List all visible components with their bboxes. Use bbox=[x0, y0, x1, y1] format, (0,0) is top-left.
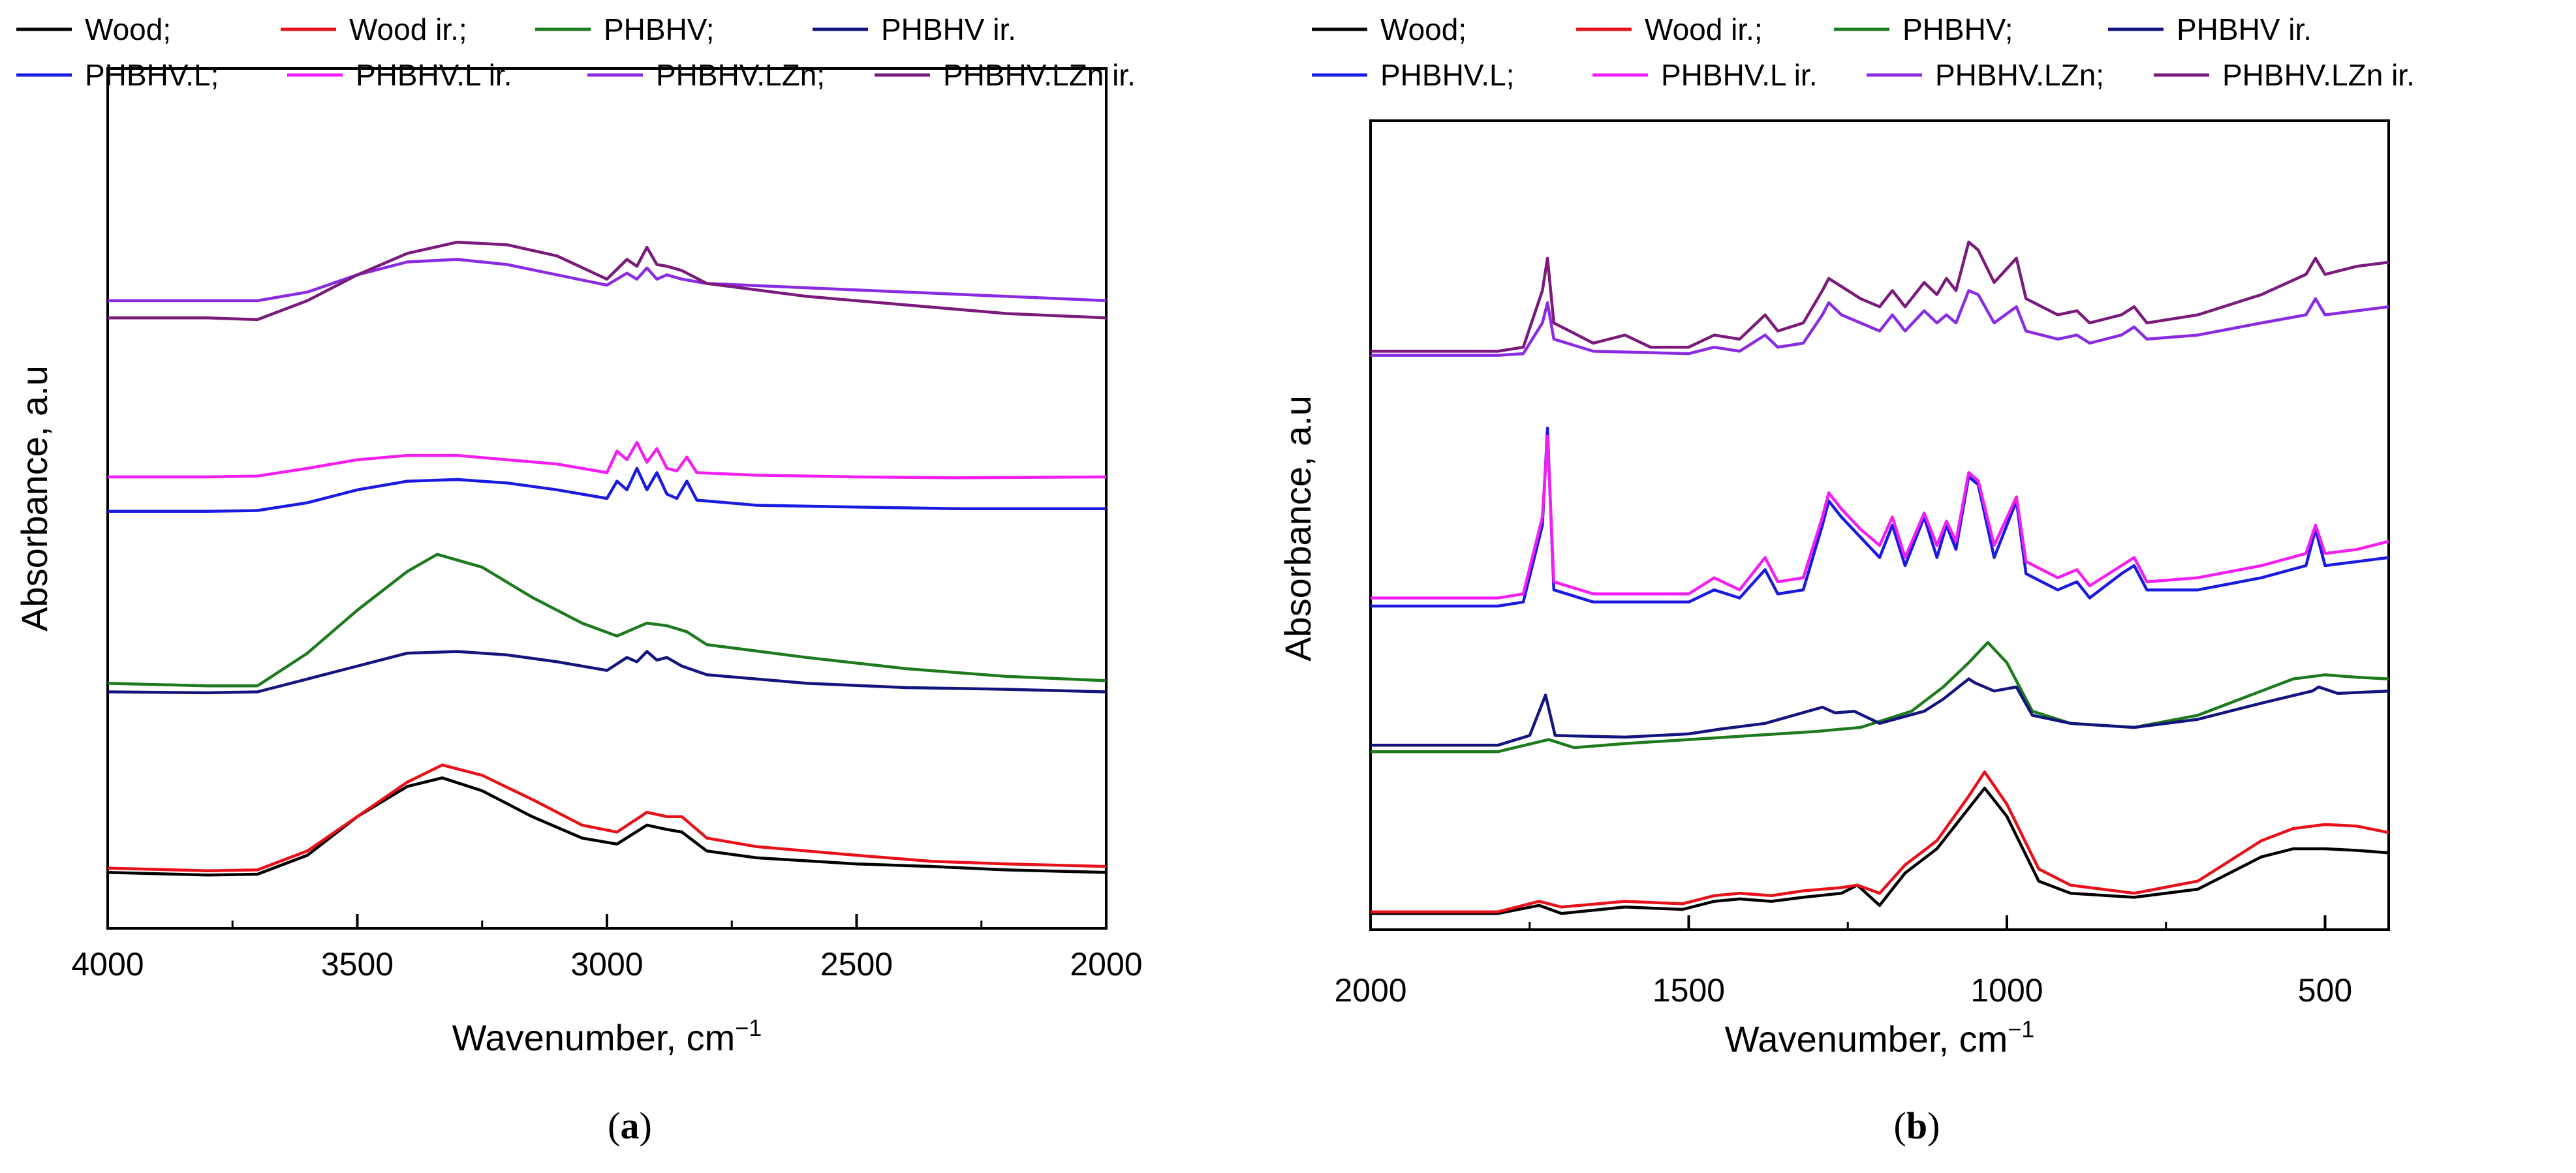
series-line-wood-ir-b bbox=[1371, 770, 2389, 913]
x-axis-unit-sup-b: −1 bbox=[2008, 1016, 2034, 1043]
series-line-phbhv-a bbox=[107, 553, 1107, 688]
series-line-phbhv-lzn-a bbox=[108, 258, 1107, 303]
legend-item-phbhv-lzn-ir-a: PHBHV.LZn ir. bbox=[875, 58, 1136, 92]
legend-item-phbhv-l-ir-b: PHBHV.L ir. bbox=[1592, 58, 1817, 92]
legend-label-phbhv-l-ir-a: PHBHV.L ir. bbox=[356, 58, 512, 92]
legend-label-phbhv-a: PHBHV; bbox=[604, 12, 715, 46]
legend-label-wood-a: Wood; bbox=[85, 12, 171, 46]
legend-label-wood-b: Wood; bbox=[1380, 12, 1466, 46]
legend-label-phbhv-lzn-ir-b: PHBHV.LZn ir. bbox=[2222, 58, 2415, 92]
series-line-phbhv-ir-b bbox=[1371, 677, 2389, 747]
x-tick-label-2500-a: 2500 bbox=[820, 946, 893, 983]
legend-label-phbhv-b: PHBHV; bbox=[1902, 12, 2013, 46]
legend-item-phbhv-b: PHBHV; bbox=[1834, 12, 2013, 46]
series-group-a bbox=[107, 240, 1107, 877]
series-line-phbhv-l-a bbox=[108, 466, 1106, 513]
x-tick-label-1500-b: 1500 bbox=[1653, 972, 1725, 1009]
x-axis-label-b: Wavenumber, cm−1 bbox=[1725, 1016, 2035, 1059]
series-line-phbhv-b bbox=[1371, 641, 2389, 754]
legend-item-wood-ir-a: Wood ir.; bbox=[281, 12, 467, 46]
y-axis-label-b: Absorbance, a.u bbox=[1277, 395, 1318, 662]
x-tick-label-500-b: 500 bbox=[2298, 972, 2352, 1009]
legend-label-phbhv-ir-b: PHBHV ir. bbox=[2177, 12, 2312, 46]
series-line-phbhv-ir-a bbox=[107, 650, 1107, 695]
x-tick-label-2000-a: 2000 bbox=[1070, 946, 1142, 983]
legend-label-phbhv-l-a: PHBHV.L; bbox=[85, 58, 219, 92]
series-line-phbhv-l-ir-b bbox=[1371, 434, 2389, 600]
legend-item-phbhv-lzn-b: PHBHV.LZn; bbox=[1867, 58, 2104, 92]
series-line-phbhv-lzn-ir-b bbox=[1371, 240, 2389, 353]
legend-label-phbhv-l-b: PHBHV.L; bbox=[1380, 58, 1514, 92]
x-tick-label-1000-b: 1000 bbox=[1970, 972, 2043, 1009]
legend-item-phbhv-a: PHBHV; bbox=[535, 12, 715, 46]
panel-b: Wood; Wood ir.; PHBHV; PHBHV ir. PHBHV.L; PHB… bbox=[1277, 12, 2415, 1147]
panel-label-b: (b) bbox=[1894, 1104, 1940, 1147]
legend-item-phbhv-l-b: PHBHV.L; bbox=[1312, 58, 1514, 92]
x-tick-label-3500-a: 3500 bbox=[321, 946, 394, 983]
series-line-phbhv-l-ir-a bbox=[108, 441, 1107, 480]
series-line-wood-a bbox=[107, 776, 1107, 877]
x-tick-label-4000-a: 4000 bbox=[71, 946, 144, 983]
x-axis-label-a: Wavenumber, cm−1 bbox=[452, 1014, 762, 1058]
series-line-wood-b bbox=[1371, 786, 2389, 915]
legend-a: Wood; Wood ir.; PHBHV; PHBHV ir. PHBHV.L; PHB… bbox=[16, 12, 1136, 92]
legend-item-wood-a: Wood; bbox=[16, 12, 171, 46]
legend-label-phbhv-ir-a: PHBHV ir. bbox=[881, 12, 1016, 46]
legend-label-phbhv-lzn-ir-a: PHBHV.LZn ir. bbox=[943, 58, 1136, 92]
series-line-phbhv-l-b bbox=[1371, 426, 2389, 608]
x-tick-label-2000-b: 2000 bbox=[1334, 972, 1406, 1009]
legend-item-phbhv-lzn-ir-b: PHBHV.LZn ir. bbox=[2154, 58, 2415, 92]
legend-item-phbhv-ir-a: PHBHV ir. bbox=[813, 12, 1016, 46]
legend-item-phbhv-lzn-a: PHBHV.LZn; bbox=[587, 58, 825, 92]
legend-b: Wood; Wood ir.; PHBHV; PHBHV ir. PHBHV.L; PHB… bbox=[1312, 12, 2415, 92]
panel-a: Wood; Wood ir.; PHBHV; PHBHV ir. PHBHV.L; PHB… bbox=[14, 12, 1143, 1147]
legend-item-phbhv-l-a: PHBHV.L; bbox=[16, 58, 219, 92]
x-tick-label-3000-a: 3000 bbox=[570, 946, 643, 983]
panel-label-a: (a) bbox=[608, 1104, 652, 1147]
series-group-b bbox=[1371, 240, 2389, 915]
legend-item-wood-b: Wood; bbox=[1312, 12, 1466, 46]
x-axis-unit-sup-a: −1 bbox=[735, 1014, 762, 1041]
series-line-phbhv-lzn-b bbox=[1371, 289, 2389, 357]
legend-label-phbhv-l-ir-b: PHBHV.L ir. bbox=[1661, 58, 1817, 92]
series-line-wood-ir-a bbox=[107, 763, 1107, 872]
x-ticks-a: 4000 3500 3000 2500 2000 bbox=[71, 914, 1143, 983]
x-ticks-b: 2000 1500 1000 500 bbox=[1334, 915, 2352, 1009]
legend-item-phbhv-ir-b: PHBHV ir. bbox=[2108, 12, 2312, 46]
plot-frame-b bbox=[1369, 119, 2390, 931]
y-axis-label-a: Absorbance, a.u bbox=[14, 365, 55, 632]
legend-label-phbhv-lzn-a: PHBHV.LZn; bbox=[656, 58, 825, 92]
legend-item-phbhv-l-ir-a: PHBHV.L ir. bbox=[287, 58, 512, 92]
series-line-phbhv-lzn-ir-a bbox=[108, 240, 1107, 322]
legend-label-wood-ir-a: Wood ir.; bbox=[349, 12, 467, 46]
legend-item-wood-ir-b: Wood ir.; bbox=[1576, 12, 1763, 46]
legend-label-wood-ir-b: Wood ir.; bbox=[1645, 12, 1763, 46]
legend-label-phbhv-lzn-b: PHBHV.LZn; bbox=[1935, 58, 2104, 92]
